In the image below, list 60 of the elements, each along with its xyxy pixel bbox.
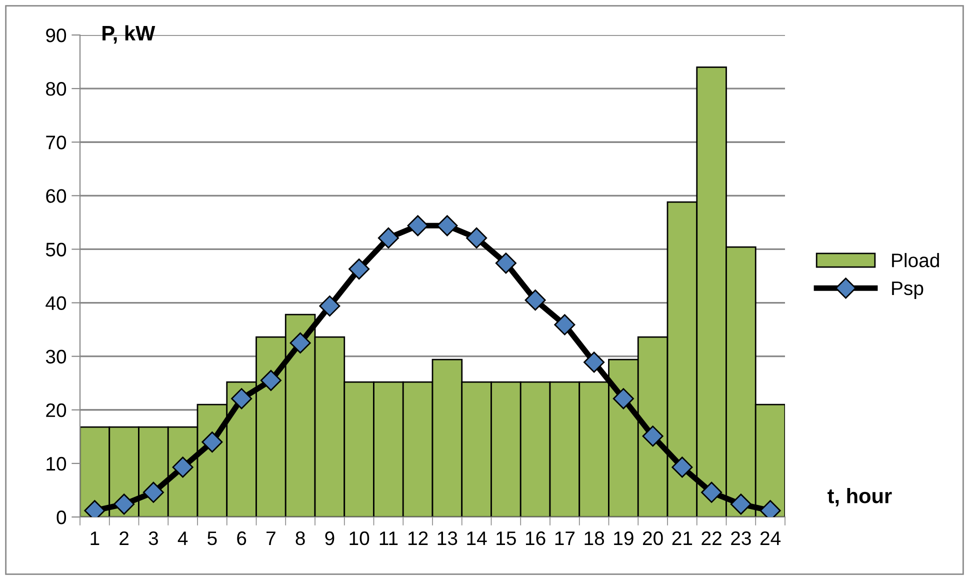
x-tick-label: 21 — [672, 531, 692, 545]
point — [436, 215, 458, 236]
y-tick-label: 0 — [56, 510, 66, 524]
x-tick-label: 9 — [325, 531, 334, 546]
point — [172, 456, 194, 478]
point — [730, 494, 752, 515]
y-tick-label: 10 — [46, 456, 66, 471]
x-tick-label: 5 — [208, 532, 217, 546]
point — [378, 227, 399, 248]
x-tick-label: 13 — [438, 531, 458, 546]
y-tick-label: 80 — [46, 82, 66, 96]
point — [584, 352, 605, 373]
x-tick-label: 3 — [148, 531, 158, 546]
point — [466, 227, 488, 248]
point — [142, 482, 164, 503]
y-tick-label: 70 — [46, 136, 66, 150]
y-tick-label: 90 — [46, 28, 66, 42]
point — [642, 426, 664, 447]
y-axis-title: P, kW — [102, 25, 156, 44]
point — [231, 388, 252, 410]
x-tick-label: 19 — [614, 531, 634, 546]
point — [524, 290, 546, 311]
point — [290, 332, 311, 354]
point — [260, 370, 282, 391]
point — [348, 258, 370, 280]
x-tick-label: 1 — [90, 532, 100, 545]
point — [202, 432, 223, 453]
x-tick-label: 22 — [702, 531, 722, 545]
x-tick-label: 12 — [408, 531, 428, 545]
y-tick-label: 60 — [46, 189, 66, 203]
x-tick-label: 4 — [178, 532, 188, 545]
point — [612, 388, 634, 410]
legend-label: Pload — [892, 253, 939, 268]
x-tick-label: 7 — [266, 532, 276, 545]
y-tick-label: 40 — [46, 296, 66, 310]
point — [495, 252, 516, 274]
legend-label: Psp — [892, 282, 924, 299]
x-tick-label: 8 — [296, 531, 305, 546]
point — [319, 295, 340, 317]
x-tick-label: 2 — [120, 531, 128, 545]
x-tick-label: 20 — [642, 531, 663, 546]
y-tick-label: 20 — [46, 403, 66, 418]
x-tick-label: 14 — [467, 532, 487, 545]
x-tick-label: 24 — [760, 531, 781, 545]
point — [114, 494, 135, 515]
x-tick-label: 16 — [526, 531, 546, 546]
x-axis-title: t, hour — [828, 488, 892, 506]
x-tick-label: 10 — [350, 531, 370, 546]
y-tick-label: 30 — [46, 350, 66, 364]
x-tick-label: 11 — [380, 532, 398, 545]
x-tick-label: 15 — [496, 532, 516, 546]
x-tick-label: 18 — [584, 531, 604, 546]
point — [554, 314, 576, 336]
y-tick-label: 50 — [46, 242, 66, 256]
x-tick-label: 17 — [555, 532, 575, 545]
x-tick-label: 6 — [237, 531, 246, 546]
point — [407, 215, 428, 236]
x-tick-label: 23 — [731, 531, 751, 546]
point — [672, 456, 693, 478]
point — [701, 482, 722, 503]
